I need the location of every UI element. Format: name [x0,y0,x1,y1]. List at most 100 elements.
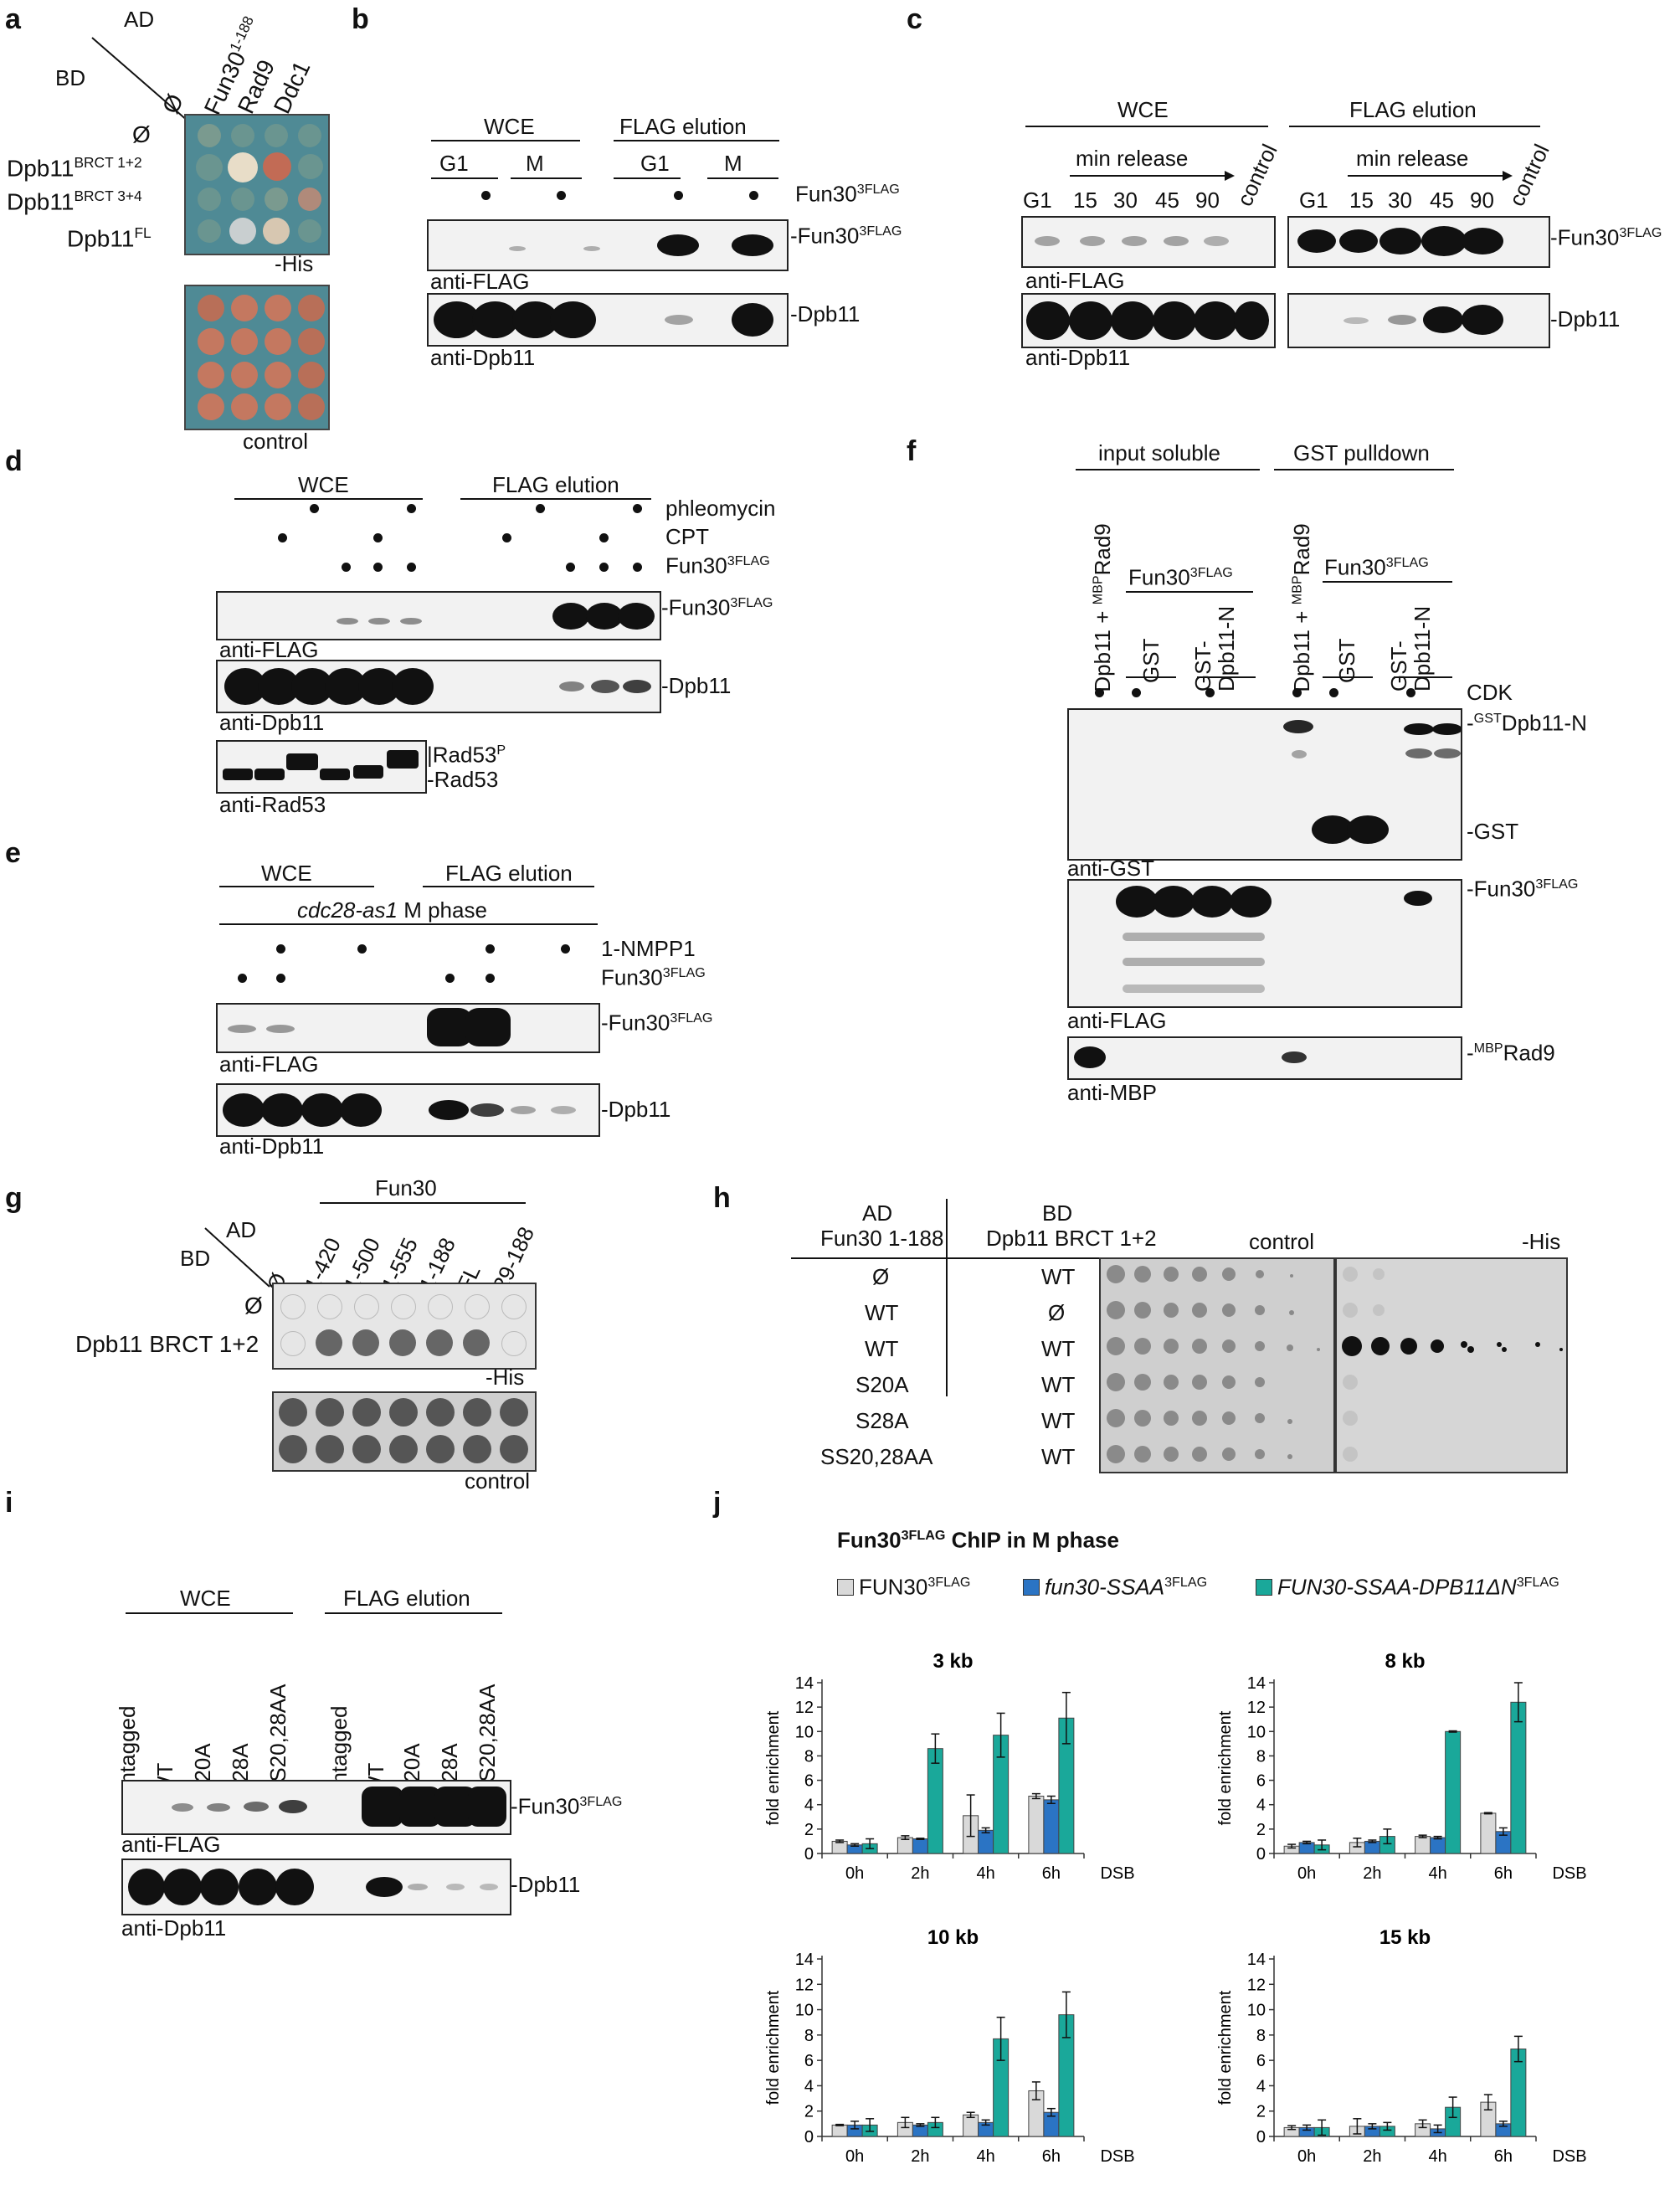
y-tick-label: 4 [1256,1797,1266,1815]
y-tick-label: 14 [1247,1674,1266,1693]
h-ad-3: S20A [855,1372,909,1397]
b-blot-flag [427,219,789,271]
c-lane-g1: G1 [1023,188,1052,213]
x-axis-label: DSB [1100,1864,1134,1883]
legend-label-2: FUN30-SSAA-DPB11ΔN3FLAG [1277,1574,1559,1600]
b-flag: FLAG elution [619,114,747,139]
chart-title: 15 kb [1379,1926,1431,1949]
y-tick-label: 14 [1247,1951,1266,1969]
i-ab-flag: anti-FLAG [121,1832,221,1857]
b-wce: WCE [484,114,535,139]
d-ab-dpb11: anti-Dpb11 [219,710,325,735]
c-blot-flag-wce [1021,216,1276,268]
c-lane-15: 15 [1073,188,1097,213]
panel-label-f: f [907,435,917,467]
y-tick-label: 2 [1256,1821,1266,1839]
f-ab-flag: anti-FLAG [1067,1008,1167,1033]
g-control-plate [272,1391,537,1472]
panel-label-j: j [713,1487,722,1519]
e-band-dpb11: -Dpb11 [601,1097,671,1122]
f-blot-gst [1067,708,1462,861]
y-tick-label: 0 [804,2128,814,2146]
bar [1415,1836,1431,1854]
c-lane-90: 90 [1195,188,1220,213]
y-tick-label: 2 [804,1821,814,1839]
i-ab-dpb11: anti-Dpb11 [121,1915,227,1941]
e-row-fun30: Fun303FLAG [601,964,706,990]
b-ab-flag: anti-FLAG [430,269,530,294]
bar [831,2124,848,2137]
h-his: -His [1522,1229,1561,1254]
b-band-dpb11: -Dpb11 [790,301,861,326]
g-control-label: control [465,1468,531,1494]
d-band-dpb11: -Dpb11 [661,673,732,698]
h-ad-4: S28A [855,1408,909,1433]
bar [1028,1796,1045,1854]
i-band-fun30: -Fun303FLAG [511,1793,623,1819]
e-band-fun30: -Fun303FLAG [601,1010,713,1036]
y-axis-label: fold enrichment [764,1990,783,2105]
x-tick-label: 0h [1297,2147,1316,2166]
y-tick-label: 10 [795,1723,814,1741]
e-cond: cdc28-as1 M phase [297,897,487,923]
g-bd: BD [180,1246,211,1271]
bar [963,2114,979,2137]
g-title: Fun30 [375,1175,437,1200]
y-tick-label: 8 [1256,2027,1266,2045]
panel-label-g: g [5,1182,23,1214]
h-ad2: Fun30 1-188 [820,1226,944,1251]
c-lane-control-1: control [1231,140,1282,210]
x-tick-label: 2h [1363,2147,1381,2166]
y-tick-label: 14 [795,1674,814,1693]
f-ab-mbp: anti-MBP [1067,1080,1157,1105]
h-control: control [1249,1229,1315,1254]
c-lane-30b: 30 [1388,188,1412,213]
a-row-2: Dpb11BRCT 3+4 [7,188,142,215]
y-tick-label: 6 [804,1772,814,1791]
panel-label-h: h [713,1182,731,1214]
e-row-nmpp1: 1-NMPP1 [601,936,696,961]
y-axis-label: fold enrichment [1216,1990,1235,2105]
h-bd-3: WT [1041,1372,1076,1397]
c-flag: FLAG elution [1349,97,1477,122]
b-row-fun30: Fun303FLAG [795,181,900,207]
f-lane1: Dpb11 + MBPRad9 [1090,523,1115,692]
g-ad: AD [226,1217,257,1242]
d-wce: WCE [298,472,349,497]
e-ab-flag: anti-FLAG [219,1051,319,1077]
h-bd-5: WT [1041,1444,1076,1469]
f-pull: GST pulldown [1293,440,1430,465]
x-tick-label: 4h [1429,1864,1447,1883]
h-ad-2: WT [865,1336,899,1361]
f-band-gstdpb: -GSTDpb11-N [1467,710,1587,736]
c-wce: WCE [1117,97,1169,122]
a-row-3: Dpb11FL [67,224,152,252]
b-band-fun30: -Fun303FLAG [790,223,902,249]
bar [978,1829,994,1854]
chart-8kb: 8 kb fold enrichment 0 2 4 6 8 10 12 14 0h 2h 4h 6h DS… [1216,1650,1587,1883]
x-tick-label: 6h [1042,2147,1061,2166]
y-tick-label: 4 [1256,2077,1266,2095]
b-blot-dpb11 [427,293,789,347]
h-bd-4: WT [1041,1408,1076,1433]
f-fun30-1: Fun303FLAG [1128,564,1233,590]
a-control-label: control [243,429,309,454]
panel-label-d: d [5,445,23,477]
y-tick-label: 0 [804,1845,814,1864]
c-ab-dpb11: anti-Dpb11 [1025,345,1131,370]
legend-swatch-1 [1023,1579,1040,1596]
bar [1445,1730,1462,1854]
h-ad-1: WT [865,1300,899,1325]
f-band-mbp: -MBPRad9 [1467,1040,1555,1066]
x-tick-label: 4h [977,2147,995,2166]
c-band-dpb11: -Dpb11 [1550,306,1621,332]
g-row-1: Dpb11 BRCT 1+2 [75,1331,259,1357]
b-g1-2: G1 [640,151,670,176]
d-blot-dpb11 [216,660,661,713]
y-tick-label: 6 [804,2052,814,2070]
legend-swatch-0 [837,1579,854,1596]
x-tick-label: 4h [977,1864,995,1883]
c-blot-dpb11-elution [1287,293,1550,348]
x-tick-label: 4h [1429,2147,1447,2166]
y-tick-label: 8 [1256,1747,1266,1766]
